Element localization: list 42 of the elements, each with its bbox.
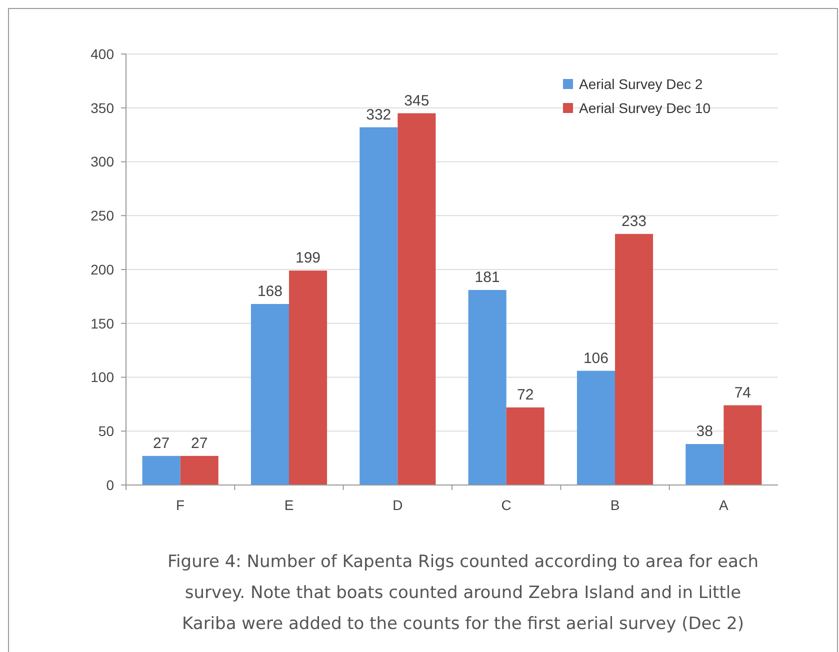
x-tick-label: A: [718, 497, 729, 513]
y-tick-label: 400: [90, 46, 114, 62]
bar: [289, 270, 328, 485]
y-tick-label: 300: [90, 154, 114, 170]
bar: [360, 127, 398, 485]
x-tick-label: F: [176, 497, 185, 513]
bar: [576, 370, 615, 485]
data-label: 72: [517, 386, 534, 404]
y-tick-label: 50: [98, 423, 114, 440]
data-label: 233: [622, 212, 647, 230]
x-tick-label: D: [392, 497, 403, 513]
bar: [686, 444, 724, 485]
y-tick-label: 200: [90, 261, 114, 278]
y-tick-label: 0: [106, 476, 114, 493]
data-label: 332: [366, 106, 392, 124]
y-tick-label: 250: [90, 208, 114, 224]
x-tick-label: C: [501, 497, 512, 513]
bar: [468, 290, 506, 485]
y-tick-label: 100: [90, 369, 114, 386]
bar: [142, 456, 180, 485]
data-label: 27: [152, 434, 170, 452]
y-tick-label: 350: [90, 100, 114, 116]
bar: [724, 405, 762, 485]
data-label: 38: [696, 423, 713, 440]
x-tick-label: B: [610, 497, 620, 513]
data-label: 345: [404, 92, 430, 110]
y-tick-label: 150: [90, 315, 114, 332]
bar: [398, 113, 436, 485]
data-label: 74: [734, 384, 752, 402]
bar: [506, 407, 544, 485]
bar: [615, 234, 654, 485]
data-label: 199: [296, 250, 321, 267]
data-label: 168: [257, 282, 282, 300]
bar: [180, 456, 218, 485]
data-label: 106: [583, 350, 608, 367]
bar: [250, 304, 289, 485]
data-label: 27: [191, 434, 208, 452]
caption: Figure 4: Number of Kapenta Rigs counted according to area for each survey. Note that boats counted around Zebra Island and in Little Kariba were added to the counts for the first aerial survey (Dec 2): [168, 552, 758, 634]
data-label: 181: [474, 268, 500, 286]
legend-label: Aerial Survey Dec 2: [579, 76, 703, 92]
x-tick-label: E: [284, 497, 294, 513]
legend-label: Aerial Survey Dec 10: [579, 100, 711, 116]
